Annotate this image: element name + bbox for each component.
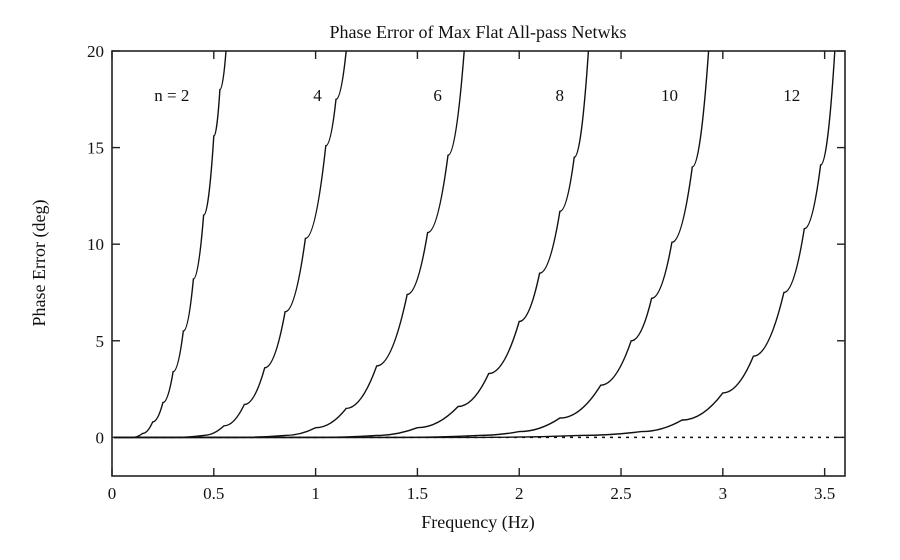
series-label-5: 10 — [661, 86, 678, 105]
y-tick-label: 15 — [87, 139, 104, 158]
series-curve-4 — [114, 50, 590, 439]
series-label-6: 12 — [783, 86, 800, 105]
y-tick-label: 10 — [87, 235, 104, 254]
x-axis-label: Frequency (Hz) — [421, 512, 534, 533]
x-tick-label: 1 — [311, 484, 320, 503]
y-axis: 0 5 10 15 20 — [87, 42, 845, 447]
plot-frame — [111, 50, 846, 477]
series-curve-1 — [114, 50, 227, 439]
series-layer: n = 2 4 6 8 10 12 — [114, 50, 843, 439]
x-tick-label: 2.5 — [610, 484, 631, 503]
y-tick-label: 20 — [87, 42, 104, 61]
x-tick-label: 1.5 — [407, 484, 428, 503]
series-curve-5 — [114, 50, 710, 439]
x-tick-label: 3.5 — [814, 484, 835, 503]
y-tick-label: 5 — [96, 332, 105, 351]
series-curve-2 — [114, 50, 347, 439]
series-label-4: 8 — [556, 86, 565, 105]
series-curve-6 — [114, 50, 836, 439]
chart-title: Phase Error of Max Flat All-pass Netwks — [330, 22, 627, 42]
y-tick-label: 0 — [96, 428, 105, 447]
x-tick-label: 0 — [108, 484, 117, 503]
x-tick-label: 0.5 — [203, 484, 224, 503]
series-label-3: 6 — [433, 86, 442, 105]
x-axis: 0 0.5 1 1.5 2 2.5 3 3.5 — [108, 51, 835, 503]
series-curve-3 — [114, 50, 465, 439]
y-axis-label: Phase Error (deg) — [29, 200, 50, 327]
x-tick-label: 2 — [515, 484, 524, 503]
x-tick-label: 3 — [719, 484, 728, 503]
series-label-2: 4 — [313, 86, 322, 105]
series-label-1: n = 2 — [154, 86, 189, 105]
